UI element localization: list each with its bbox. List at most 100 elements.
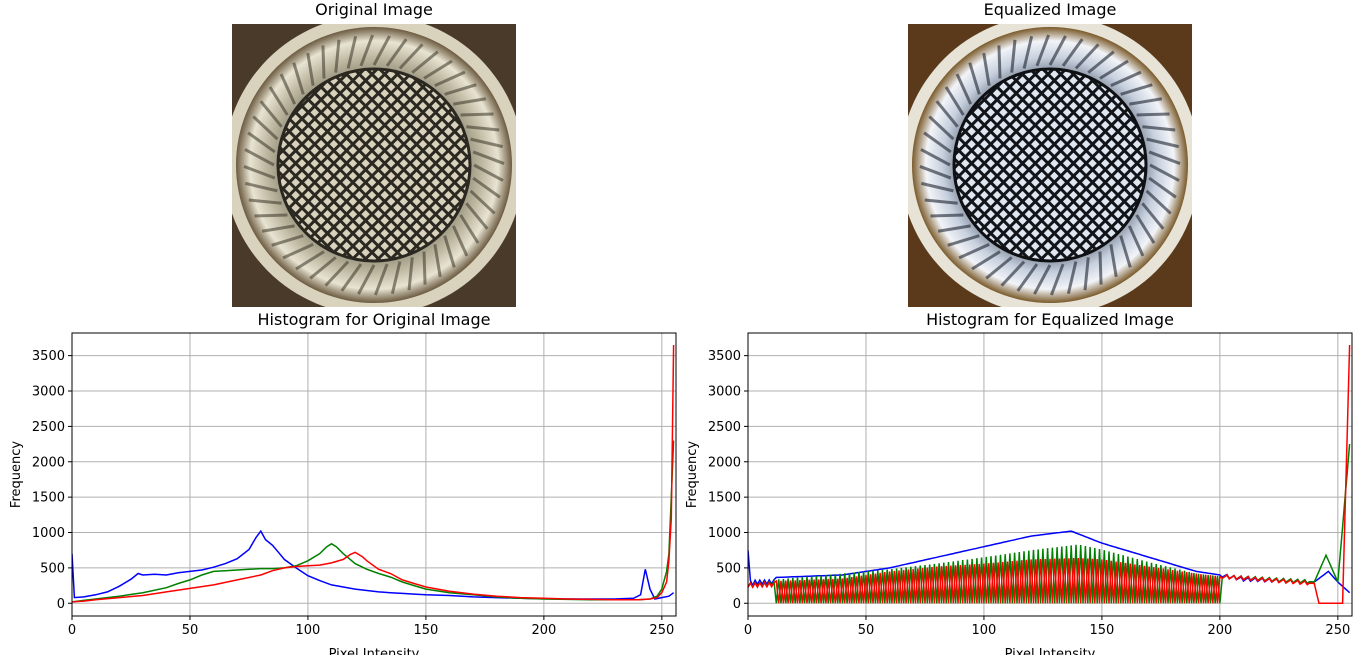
grille-fin (423, 59, 453, 80)
grille-fin (968, 62, 981, 95)
grille-fin (1146, 137, 1180, 149)
grille-fin (306, 52, 315, 86)
grille-fin (248, 198, 282, 205)
grille-fin (1000, 260, 1026, 287)
grille-fin (247, 131, 276, 154)
y-tick-label: 3000 (32, 385, 65, 400)
grille-fin (459, 214, 480, 244)
grille-fin (444, 83, 477, 96)
grille-fin (470, 137, 504, 149)
grille-fin (1050, 263, 1065, 296)
grille-fin (1142, 125, 1176, 132)
grille-fin (1120, 83, 1153, 96)
grille-fin (1136, 112, 1170, 117)
grille-fin (944, 86, 965, 116)
grille-fin (1135, 214, 1156, 244)
x-tick-label: 200 (1207, 623, 1232, 638)
grille-fin (971, 250, 1001, 271)
y-tick-label: 1000 (32, 526, 65, 541)
grille-fin (385, 38, 408, 67)
grille-fin (411, 50, 439, 74)
grille-fin (279, 73, 297, 105)
grille-fin (466, 125, 500, 132)
grille-fin (1035, 34, 1050, 67)
grille-fin (453, 97, 487, 106)
grille-fin (359, 34, 374, 67)
grille-fin (244, 148, 275, 167)
chart-title: Histogram for Original Image (258, 310, 491, 329)
grille-fin (434, 70, 466, 88)
grille-fin (1149, 163, 1180, 182)
grille-fin (357, 264, 376, 295)
grille-fin (243, 165, 276, 180)
x-tick-label: 250 (649, 623, 674, 638)
series-line-2 (748, 344, 1351, 605)
grille-fin (324, 260, 350, 287)
grille-fin (1016, 263, 1039, 292)
grille-fin (469, 189, 496, 215)
y-tick-label: 2500 (32, 420, 65, 435)
grille-fin (340, 263, 363, 292)
grille-fin (1098, 251, 1103, 285)
grille-fin (1048, 35, 1067, 66)
grille-fin (292, 62, 305, 95)
x-tick-label: 50 (858, 623, 875, 638)
grille-fin (997, 45, 1002, 79)
x-axis-label: Pixel Intensity (1005, 647, 1096, 655)
grille-fin (1129, 97, 1163, 106)
y-tick-label: 2000 (708, 455, 741, 470)
grille-fin (261, 224, 295, 233)
equalized-image-title: Equalized Image (983, 0, 1117, 19)
grille-fin (372, 35, 391, 66)
x-tick-label: 200 (531, 623, 556, 638)
x-tick-label: 50 (182, 623, 199, 638)
x-tick-label: 0 (68, 623, 76, 638)
y-axis-label: Frequency (685, 441, 700, 508)
grille-fin (374, 263, 389, 296)
original-image (232, 24, 516, 307)
grille-fin (955, 73, 973, 105)
grille-fin (1127, 225, 1145, 257)
y-tick-label: 0 (57, 597, 65, 612)
grille-fin (937, 224, 971, 233)
x-tick-label: 0 (744, 623, 752, 638)
y-tick-label: 500 (716, 561, 741, 576)
grille-fin (1119, 235, 1132, 268)
grille-fin (407, 257, 414, 291)
grille-fin (295, 250, 325, 271)
grille-fin (1110, 70, 1142, 88)
y-tick-label: 500 (40, 561, 65, 576)
grille-fin (309, 256, 337, 280)
x-tick-label: 100 (972, 623, 997, 638)
grille-fin (451, 225, 469, 257)
axes-frame (71, 332, 677, 617)
grille-fin (472, 150, 505, 165)
grille-fin (460, 112, 494, 117)
grille-fin (422, 251, 427, 285)
grille-fin (923, 131, 952, 154)
x-tick-label: 100 (296, 623, 321, 638)
grille-fin (473, 163, 504, 182)
grille-fin (252, 115, 279, 141)
axes-frame (747, 332, 1353, 617)
grille-fin (1083, 257, 1090, 291)
grille-fin (1109, 244, 1118, 278)
grille-fin (271, 234, 304, 247)
grille-fin (930, 213, 964, 218)
y-axis-label: Frequency (9, 441, 24, 508)
grille-fin (1145, 189, 1172, 215)
chart-title: Histogram for Equalized Image (926, 310, 1174, 329)
grille-fin (1033, 264, 1052, 295)
grille-fin (1061, 38, 1084, 67)
grille-fin (985, 256, 1013, 280)
grille-fin (1087, 50, 1115, 74)
x-axis-label: Pixel Intensity (329, 647, 420, 655)
grille-fin (398, 43, 424, 70)
y-tick-label: 2500 (708, 420, 741, 435)
grille-fin (958, 242, 990, 260)
grille-fin (244, 181, 278, 193)
grille-fin (433, 244, 442, 278)
y-tick-label: 3500 (708, 349, 741, 364)
grille-fin (947, 234, 980, 247)
